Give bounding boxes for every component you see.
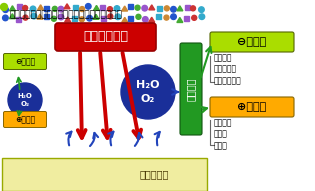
Circle shape	[199, 14, 205, 19]
Bar	[157, 6, 162, 11]
Text: ⊕イオン: ⊕イオン	[15, 115, 35, 124]
Circle shape	[51, 16, 56, 21]
Circle shape	[142, 5, 147, 11]
Circle shape	[1, 3, 8, 11]
Circle shape	[199, 7, 204, 12]
Bar	[17, 4, 21, 9]
Polygon shape	[177, 6, 183, 11]
Bar	[184, 16, 189, 21]
Circle shape	[135, 5, 140, 10]
Circle shape	[80, 6, 85, 12]
Circle shape	[3, 7, 9, 12]
Circle shape	[52, 6, 57, 11]
Circle shape	[171, 6, 176, 12]
FancyBboxPatch shape	[210, 32, 294, 52]
Circle shape	[8, 83, 42, 117]
Circle shape	[58, 6, 64, 12]
Circle shape	[3, 15, 8, 21]
Polygon shape	[65, 17, 71, 22]
Text: 光エネルギー: 光エネルギー	[83, 31, 128, 44]
Text: O₂: O₂	[20, 101, 30, 107]
Text: H₂O: H₂O	[18, 93, 32, 99]
Polygon shape	[93, 14, 99, 19]
Text: 還元作用
・空気清浄
・免疫力向上: 還元作用 ・空気清浄 ・免疫力向上	[214, 53, 242, 86]
FancyBboxPatch shape	[55, 23, 156, 51]
Bar	[72, 16, 77, 21]
Polygon shape	[149, 5, 155, 10]
Text: O₂: O₂	[141, 94, 155, 104]
Circle shape	[30, 6, 36, 12]
FancyBboxPatch shape	[210, 97, 294, 117]
Polygon shape	[122, 6, 128, 11]
Polygon shape	[9, 6, 15, 11]
Bar	[129, 16, 134, 21]
Circle shape	[79, 17, 84, 22]
Circle shape	[115, 14, 121, 20]
Circle shape	[23, 6, 28, 11]
FancyBboxPatch shape	[180, 43, 202, 135]
Text: ⊕イオン: ⊕イオン	[238, 102, 266, 112]
Bar	[101, 16, 106, 21]
Circle shape	[164, 6, 169, 11]
Text: セラミックビーズによるイオン化作用の仕組み: セラミックビーズによるイオン化作用の仕組み	[9, 10, 122, 19]
Polygon shape	[122, 17, 128, 22]
Text: ガイナ塗膜: ガイナ塗膜	[140, 169, 169, 179]
Bar	[185, 5, 190, 10]
Circle shape	[192, 15, 197, 20]
FancyBboxPatch shape	[3, 53, 47, 70]
Polygon shape	[37, 5, 43, 10]
Circle shape	[191, 6, 196, 11]
Polygon shape	[64, 4, 70, 9]
Text: イオン化: イオン化	[186, 77, 196, 101]
Circle shape	[171, 14, 176, 19]
Circle shape	[114, 6, 120, 11]
Text: H₂O: H₂O	[136, 80, 160, 90]
FancyBboxPatch shape	[2, 158, 207, 191]
Bar	[128, 4, 133, 9]
Bar	[100, 5, 106, 10]
Circle shape	[108, 14, 113, 19]
Circle shape	[136, 14, 141, 19]
Bar	[156, 14, 161, 19]
Circle shape	[87, 15, 92, 21]
Circle shape	[107, 7, 112, 12]
Text: ⊖イオン: ⊖イオン	[15, 57, 35, 66]
Bar	[73, 5, 78, 10]
Circle shape	[31, 13, 37, 19]
Text: 酸化作用
・殺菌
・消臭: 酸化作用 ・殺菌 ・消臭	[214, 118, 232, 151]
Polygon shape	[37, 14, 43, 19]
Polygon shape	[94, 5, 100, 10]
Circle shape	[121, 65, 175, 119]
Circle shape	[58, 14, 64, 20]
Polygon shape	[177, 17, 183, 23]
Circle shape	[23, 15, 28, 20]
Bar	[44, 14, 49, 19]
Bar	[44, 6, 49, 11]
FancyBboxPatch shape	[3, 112, 47, 128]
Circle shape	[142, 17, 148, 22]
Circle shape	[85, 4, 91, 9]
Polygon shape	[9, 14, 15, 19]
Circle shape	[164, 15, 169, 20]
Polygon shape	[149, 17, 155, 22]
Bar	[16, 17, 21, 22]
Text: ⊖イオン: ⊖イオン	[238, 37, 266, 47]
